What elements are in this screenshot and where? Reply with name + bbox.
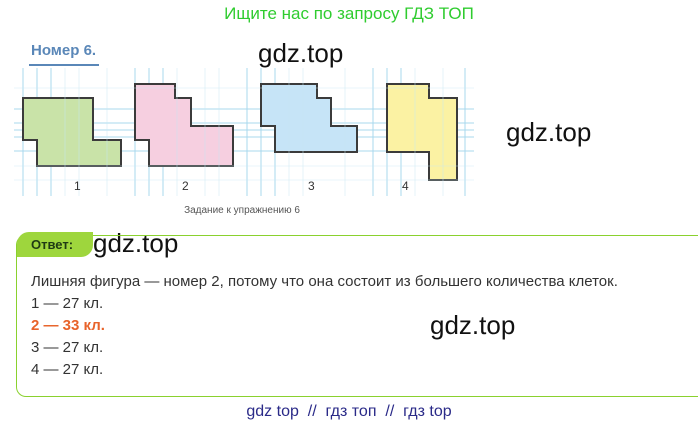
figure-label-4: 4	[402, 179, 409, 193]
answer-line-1: 1 — 27 кл.	[31, 295, 104, 312]
figures-illustration: 1 2 3 4	[14, 68, 474, 196]
watermark: gdz.top	[430, 310, 516, 340]
figure-label-3: 3	[308, 179, 315, 193]
search-banner: Ищите нас по запросу ГДЗ ТОП	[224, 4, 474, 23]
answer-line-4: 4 — 27 кл.	[31, 361, 104, 378]
figure-4	[386, 83, 458, 181]
figure-1	[22, 97, 122, 167]
figure-3	[260, 83, 358, 153]
answer-text: Лишняя фигура — номер 2, потому что она …	[31, 271, 618, 381]
fine-grid-overlay	[14, 68, 474, 196]
figure-label-2: 2	[182, 179, 189, 193]
exercise-heading: Номер 6.	[31, 42, 97, 59]
answer-box	[16, 235, 698, 397]
watermark: gdz.top	[258, 38, 344, 68]
answer-line-3: 3 — 27 кл.	[31, 339, 104, 356]
answer-label: Ответ:	[17, 232, 93, 257]
watermark: gdz.top	[506, 117, 592, 147]
figure-2	[134, 83, 234, 167]
footer-links: gdz top // гдз топ // гдз top	[246, 403, 452, 420]
heading-underline	[29, 64, 99, 66]
answer-intro: Лишняя фигура — номер 2, потому что она …	[31, 273, 618, 290]
figure-caption: Задание к упражнению 6	[184, 205, 300, 216]
answer-line-2: 2 — 33 кл.	[31, 317, 105, 334]
watermark: gdz.top	[93, 228, 179, 258]
figure-label-1: 1	[74, 179, 81, 193]
